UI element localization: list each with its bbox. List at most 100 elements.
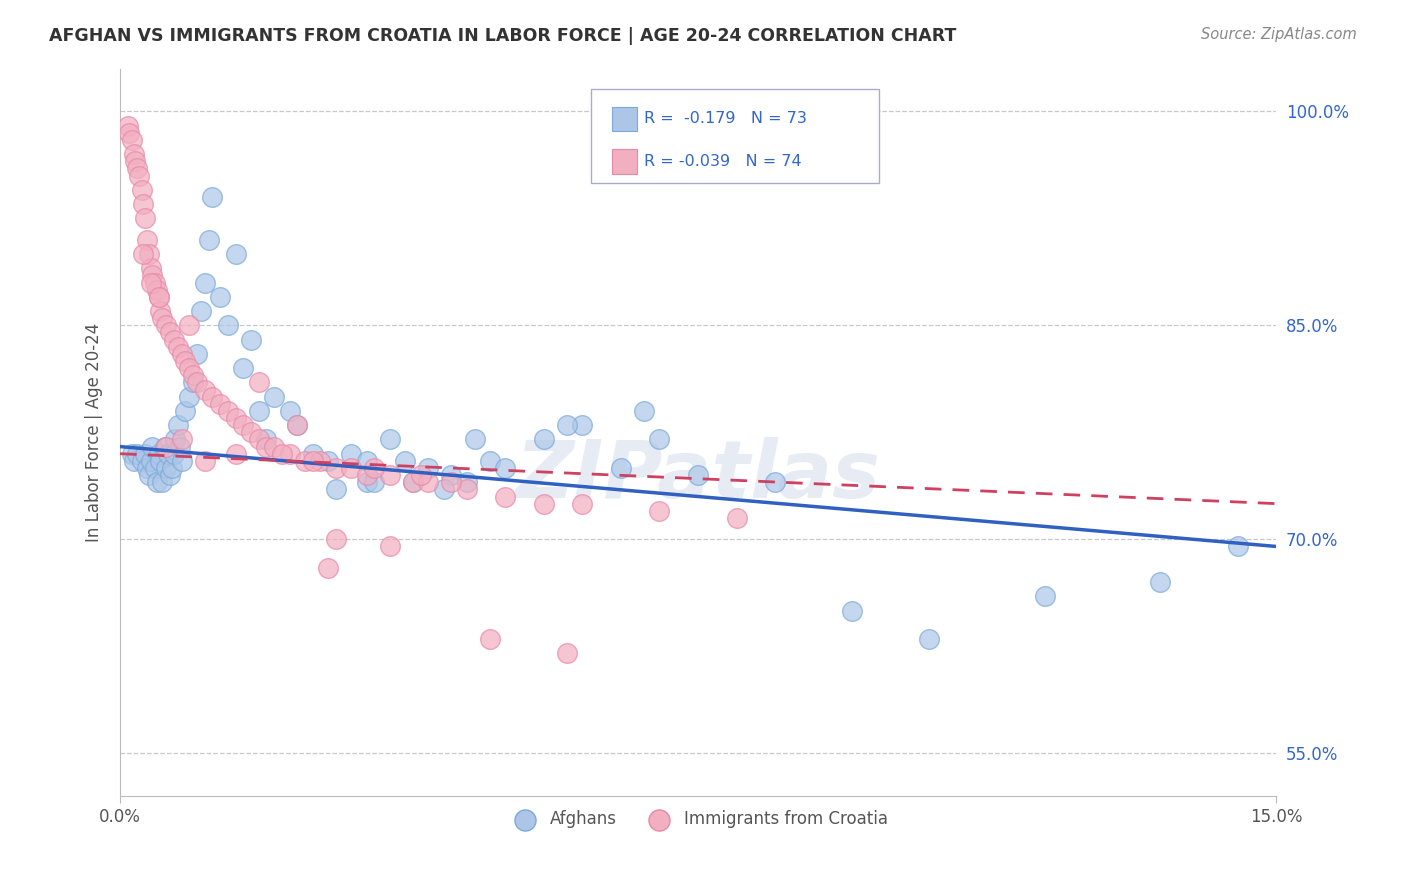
Point (174, 404, 197, 418)
Point (325, 533, 347, 547)
Point (225, 411, 247, 425)
Point (148, 290, 170, 304)
Point (633, 404, 655, 418)
Point (263, 390, 285, 404)
Point (155, 461, 177, 475)
Point (125, 447, 148, 461)
Point (141, 440, 163, 454)
Point (179, 390, 201, 404)
Point (132, 197, 155, 211)
Point (217, 404, 239, 418)
Point (143, 461, 166, 475)
Point (340, 447, 363, 461)
Point (125, 161, 148, 176)
Point (409, 468, 432, 483)
Point (254, 440, 277, 454)
Point (159, 326, 181, 340)
Point (225, 447, 247, 461)
Point (150, 311, 173, 326)
Point (418, 475, 440, 490)
Point (190, 304, 212, 318)
Point (186, 376, 208, 390)
Point (156, 447, 179, 461)
Point (270, 447, 292, 461)
Point (456, 483, 478, 497)
Point (131, 454, 153, 468)
Point (456, 475, 478, 490)
Point (138, 468, 160, 483)
Point (918, 632, 941, 647)
Text: ZIPatlas: ZIPatlas (516, 437, 880, 515)
Point (232, 361, 254, 376)
Point (146, 283, 169, 297)
Point (1226, 540, 1249, 554)
Point (166, 418, 188, 433)
Point (232, 418, 254, 433)
Point (394, 454, 416, 468)
Text: R = -0.039   N = 74: R = -0.039 N = 74 (644, 153, 801, 169)
Point (128, 169, 150, 183)
Point (141, 268, 163, 283)
Point (418, 461, 440, 475)
Point (169, 440, 191, 454)
Point (117, 119, 139, 133)
Point (763, 475, 786, 490)
Point (155, 440, 177, 454)
Point (163, 447, 186, 461)
Point (440, 475, 463, 490)
Point (571, 497, 593, 511)
Point (356, 468, 378, 483)
Text: Source: ZipAtlas.com: Source: ZipAtlas.com (1201, 27, 1357, 42)
Point (170, 433, 193, 447)
Point (378, 468, 401, 483)
Point (181, 368, 204, 383)
Point (340, 461, 363, 475)
Point (139, 276, 162, 290)
Point (240, 333, 263, 347)
Point (841, 604, 863, 618)
Point (356, 475, 378, 490)
Point (148, 290, 170, 304)
Point (533, 433, 555, 447)
Text: AFGHAN VS IMMIGRANTS FROM CROATIA IN LABOR FORCE | AGE 20-24 CORRELATION CHART: AFGHAN VS IMMIGRANTS FROM CROATIA IN LAB… (49, 27, 956, 45)
Point (1033, 590, 1056, 604)
Point (194, 276, 217, 290)
Point (285, 418, 308, 433)
Point (136, 461, 159, 475)
Point (278, 447, 301, 461)
Point (294, 454, 316, 468)
Point (378, 433, 401, 447)
Point (555, 647, 578, 661)
Point (494, 490, 516, 504)
Point (149, 454, 172, 468)
Point (254, 433, 277, 447)
Point (402, 475, 425, 490)
Point (555, 418, 578, 433)
Point (240, 425, 263, 440)
Point (121, 133, 143, 147)
Point (402, 475, 425, 490)
Legend: Afghans, Immigrants from Croatia: Afghans, Immigrants from Croatia (502, 804, 894, 835)
Point (134, 447, 156, 461)
Point (648, 504, 671, 518)
Point (1149, 575, 1171, 590)
Point (153, 440, 176, 454)
Point (247, 404, 270, 418)
Point (533, 497, 555, 511)
Point (181, 376, 204, 390)
Point (148, 447, 170, 461)
Point (146, 475, 169, 490)
Point (263, 440, 285, 454)
Point (686, 468, 709, 483)
Point (316, 561, 339, 575)
Point (440, 468, 463, 483)
Point (278, 404, 301, 418)
Point (325, 483, 347, 497)
Point (121, 447, 143, 461)
Point (159, 468, 181, 483)
Point (494, 461, 516, 475)
Point (478, 632, 501, 647)
Point (131, 183, 153, 197)
Point (166, 340, 188, 354)
Point (610, 461, 633, 475)
